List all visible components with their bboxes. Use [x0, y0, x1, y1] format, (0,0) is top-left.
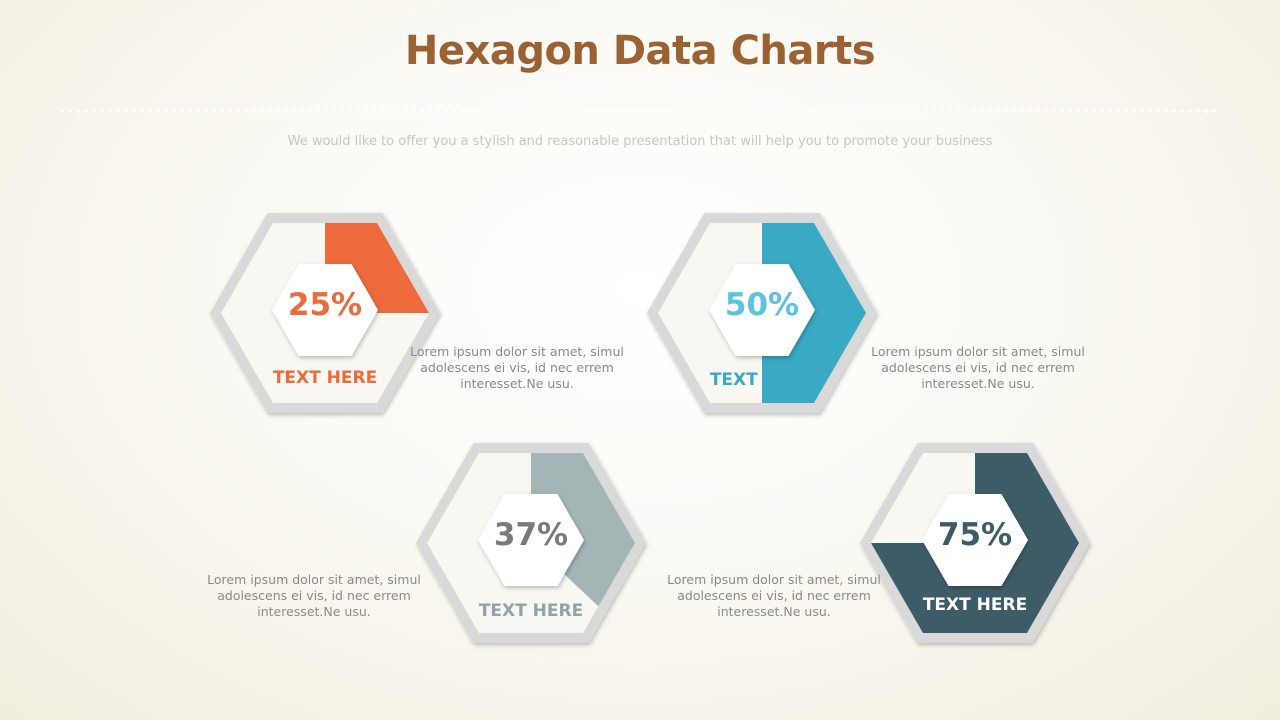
page-subtitle: We would like to offer you a stylish and…: [287, 134, 993, 149]
center-hexagon: [478, 494, 584, 586]
progress-fill: [762, 223, 866, 403]
chart-label: TEXT HERE: [478, 601, 584, 621]
center-hexagon: [922, 494, 1028, 586]
page-title: Hexagon Data Charts: [404, 28, 876, 74]
hexagon-chart: [416, 443, 646, 643]
hexagon-chart: [860, 443, 1090, 643]
progress-fill: [325, 223, 429, 313]
hexagon-chart: [647, 213, 877, 413]
percent-value: 25%: [287, 287, 363, 323]
chart-label: TEXT HERE: [709, 370, 815, 390]
chart-description: Lorem ipsum dolor sit amet, simul adoles…: [207, 572, 421, 619]
hexagon-chart: [210, 213, 440, 413]
percent-value: 50%: [724, 287, 800, 323]
chart-label: TEXT HERE: [272, 368, 378, 388]
percent-value: 75%: [937, 517, 1013, 553]
percent-value: 37%: [493, 517, 569, 553]
chart-description: Lorem ipsum dolor sit amet, simul adoles…: [410, 344, 624, 391]
center-hexagon: [709, 264, 815, 356]
chart-description: Lorem ipsum dolor sit amet, simul adoles…: [871, 344, 1085, 391]
chart-label: TEXT HERE: [922, 595, 1028, 615]
center-hexagon: [272, 264, 378, 356]
chart-description: Lorem ipsum dolor sit amet, simul adoles…: [667, 572, 881, 619]
dotted-divider: [60, 109, 1218, 113]
